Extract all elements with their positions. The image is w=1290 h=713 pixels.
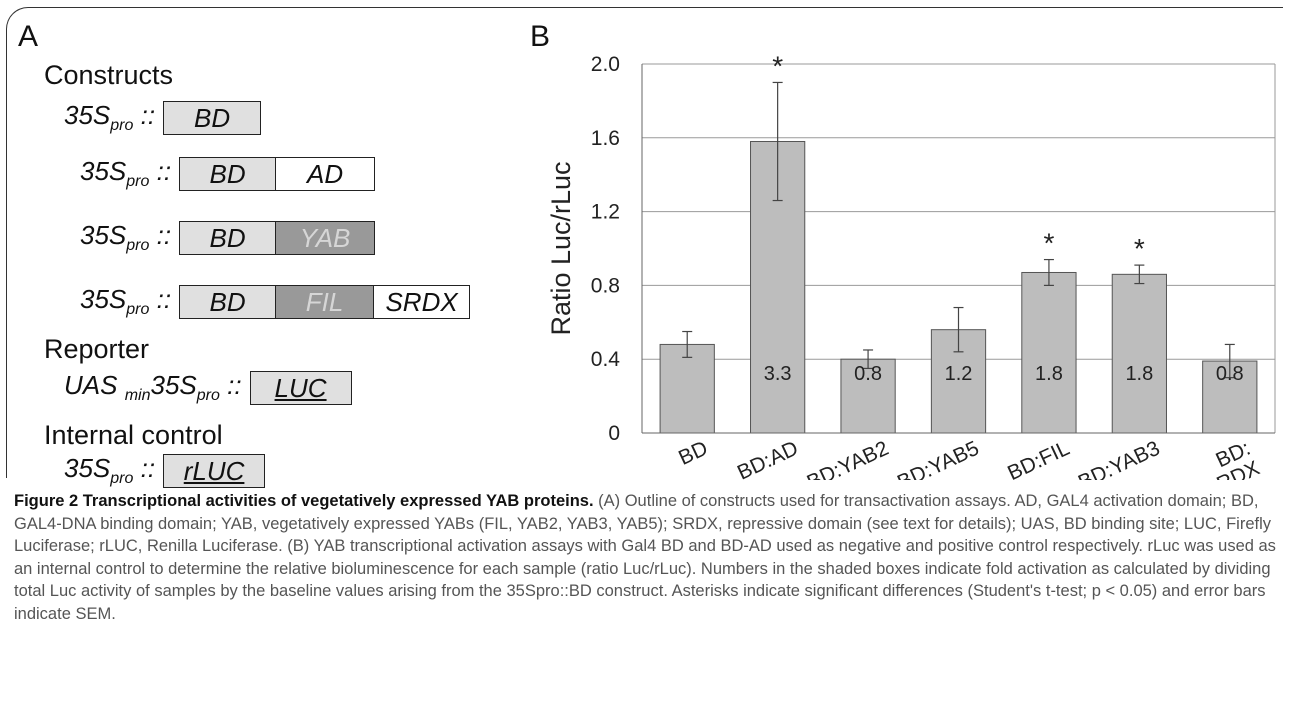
x-tick-label: BD:YAB3 — [1075, 437, 1164, 480]
figure-caption: Figure 2 Transcriptional activities of v… — [14, 490, 1276, 625]
y-tick-label: 2.0 — [591, 53, 620, 76]
panel-b-letter: B — [530, 20, 551, 53]
x-tick-label: BD:YAB5 — [894, 437, 983, 480]
y-tick-label: 1.2 — [591, 201, 620, 224]
bd-box: BD — [180, 286, 277, 318]
bar-value-label: 1.2 — [945, 363, 973, 385]
yab-box: YAB — [276, 222, 375, 254]
control-title: Internal control — [44, 420, 223, 450]
bar-value-label: 1.8 — [1125, 363, 1153, 385]
significance-asterisk: * — [1043, 228, 1054, 259]
bar — [1111, 273, 1167, 434]
promoter-label: 35Spro :: — [64, 453, 156, 488]
bd-box: BD — [180, 158, 277, 190]
construct-bd: 35Spro :: BD — [64, 100, 262, 135]
bar-chart: 0 0.4 0.8 1.2 1.6 2.0 BD 3.3 * BD:AD 0.8 BD:YAB2 1.2… — [546, 50, 1276, 480]
construct-boxes: rLUC — [163, 454, 266, 488]
luc-box: LUC — [250, 372, 351, 404]
rluc-box: rLUC — [164, 455, 265, 487]
y-tick-label: 0 — [608, 422, 620, 445]
promoter-label: 35Spro :: — [64, 100, 156, 135]
ad-box: AD — [276, 158, 375, 190]
promoter-label: 35Spro :: — [80, 220, 172, 255]
fil-box: FIL — [276, 286, 375, 318]
figure-frame — [6, 7, 1283, 478]
x-tick-label: BD — [675, 437, 711, 470]
constructs-title: Constructs — [44, 60, 174, 90]
y-tick-label: 0.4 — [591, 348, 621, 371]
construct-bd-ad: 35Spro :: BD AD — [80, 156, 376, 191]
bar-value-label: 0.8 — [1216, 363, 1244, 385]
bd-box: BD — [180, 222, 277, 254]
promoter-label: UAS min35Spro :: — [64, 370, 242, 405]
y-axis-label: Ratio Luc/rLuc — [546, 161, 576, 335]
construct-reporter: UAS min35Spro :: LUC — [64, 370, 352, 405]
construct-boxes: BD AD — [179, 157, 376, 191]
x-tick-label: BD:FIL:SRDX — [1159, 437, 1264, 480]
bar — [659, 343, 715, 434]
construct-control: 35Spro :: rLUC — [64, 453, 266, 488]
bd-box: BD — [164, 102, 261, 134]
srdx-box: SRDX — [374, 286, 470, 318]
bar — [1021, 271, 1077, 434]
construct-bd-fil-srdx: 35Spro :: BD FIL SRDX — [80, 284, 471, 319]
construct-boxes: LUC — [249, 371, 352, 405]
bar-value-label: 1.8 — [1035, 363, 1063, 385]
bar-value-label: 3.3 — [764, 363, 792, 385]
significance-asterisk: * — [772, 50, 783, 81]
promoter-label: 35Spro :: — [80, 156, 172, 191]
y-tick-label: 1.6 — [591, 127, 620, 150]
bar-value-label: 0.8 — [854, 363, 882, 385]
construct-bd-yab: 35Spro :: BD YAB — [80, 220, 376, 255]
construct-boxes: BD YAB — [179, 221, 376, 255]
x-tick-label: BD:AD — [734, 437, 802, 480]
reporter-title: Reporter — [44, 334, 150, 364]
promoter-label: 35Spro :: — [80, 284, 172, 319]
construct-boxes: BD FIL SRDX — [179, 285, 471, 319]
caption-text: (A) Outline of constructs used for trans… — [14, 492, 1276, 623]
y-tick-label: 0.8 — [591, 274, 620, 297]
x-tick-label: BD:FIL — [1004, 437, 1073, 480]
caption-title: Figure 2 Transcriptional activities of v… — [14, 492, 594, 510]
panel-a-letter: A — [18, 20, 39, 53]
construct-boxes: BD — [163, 101, 262, 135]
x-tick-label: BD:YAB2 — [803, 437, 892, 480]
significance-asterisk: * — [1134, 233, 1145, 264]
